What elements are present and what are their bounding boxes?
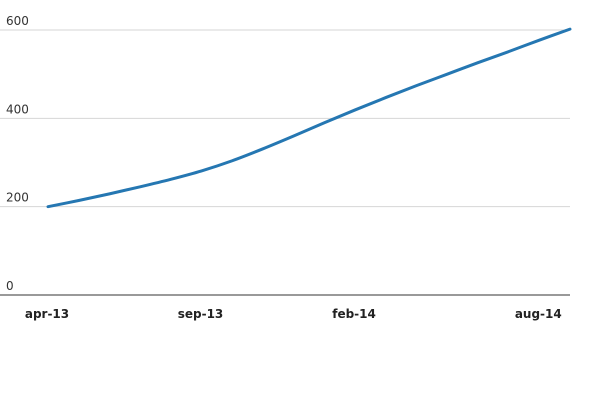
x-tick-label: feb-14 xyxy=(332,307,376,321)
x-tick-label: aug-14 xyxy=(515,307,562,321)
y-tick-label: 0 xyxy=(6,279,14,293)
series-lines xyxy=(46,27,572,209)
y-tick-label: 600 xyxy=(6,14,29,28)
x-tick-label: sep-13 xyxy=(178,307,224,321)
x-tick-label: apr-13 xyxy=(25,307,69,321)
x-axis-ticks: apr-13 sep-13 feb-14 aug-14 xyxy=(25,307,562,321)
y-tick-label: 400 xyxy=(6,102,29,116)
gridlines xyxy=(0,29,570,208)
y-axis-ticks: 0 200 400 600 xyxy=(6,14,29,293)
series-line-0 xyxy=(46,27,572,209)
y-tick-label: 200 xyxy=(6,191,29,205)
